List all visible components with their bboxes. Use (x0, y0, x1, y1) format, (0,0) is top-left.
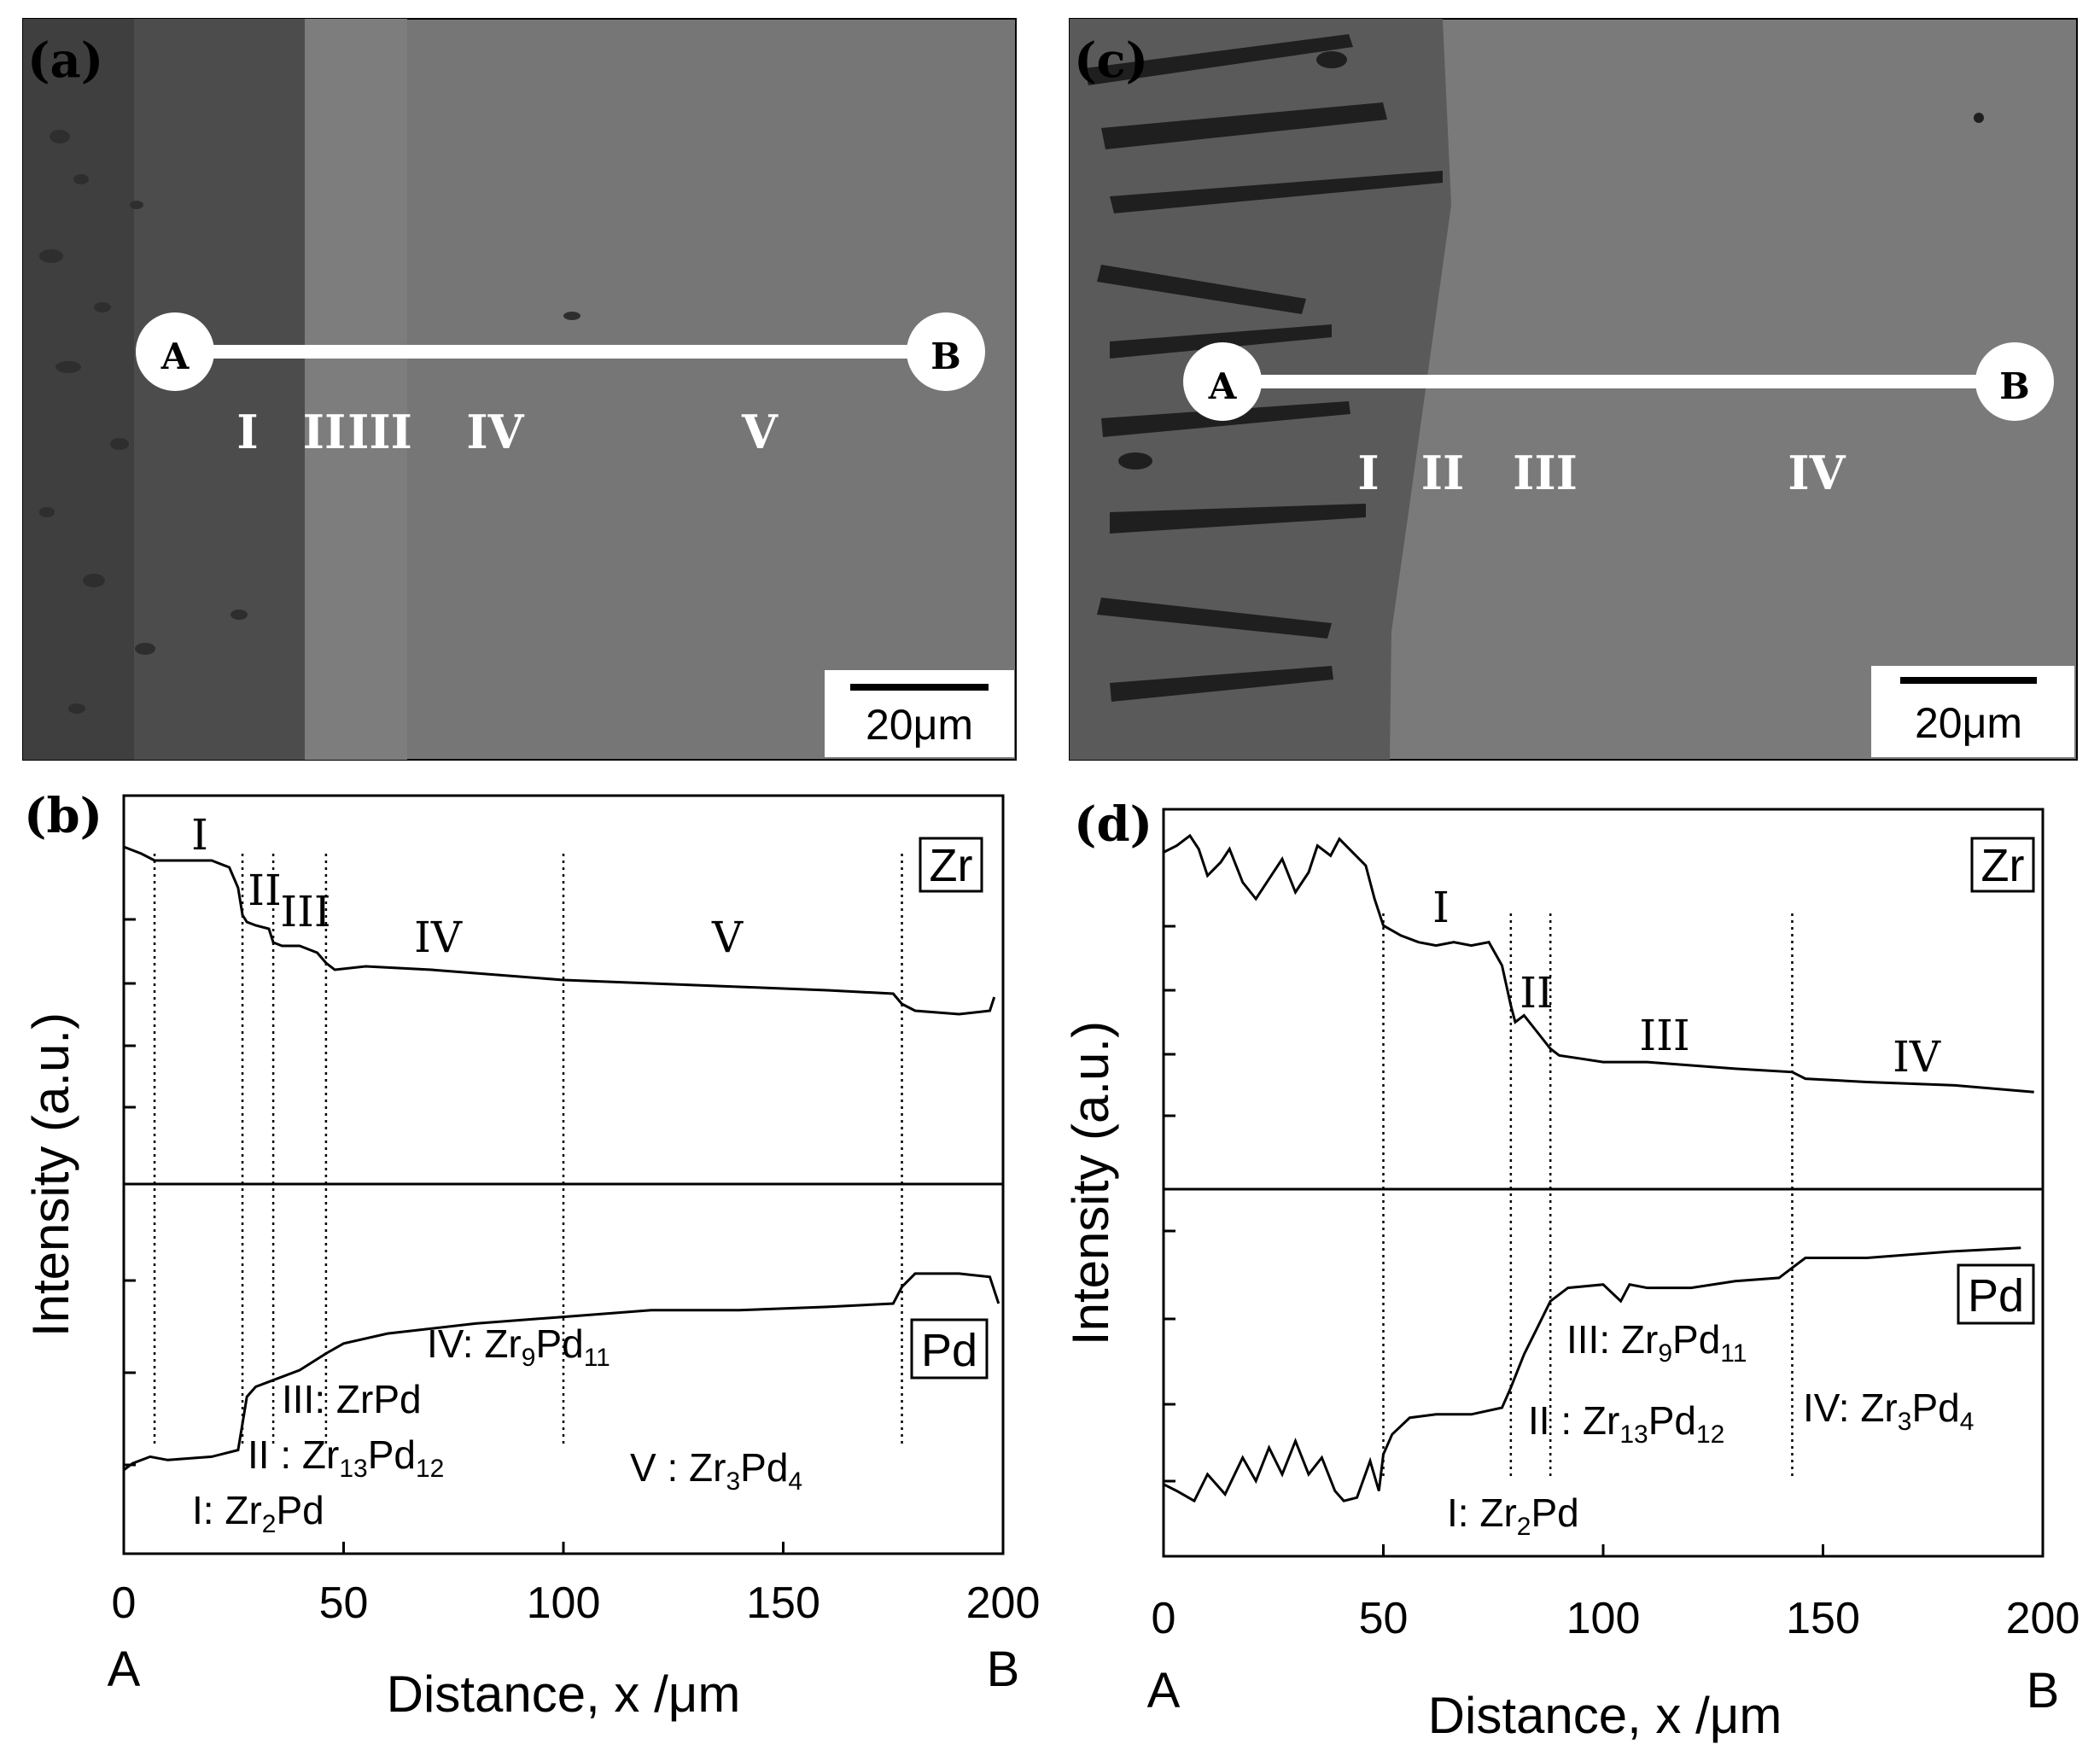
panel-d-region-1: I (1432, 883, 1450, 932)
panel-d-phase-legend-4: I: Zr2Pd (1447, 1491, 1579, 1541)
panel-b-region-4: IV (414, 913, 463, 962)
panel-a-tag: (a) (27, 32, 103, 89)
panel-d-pd-legend-label: Pd (1968, 1270, 2024, 1321)
panel-d-pd-legend-box (1957, 1263, 2035, 1325)
x-tick-label: 50 (319, 1578, 369, 1628)
panel-b-zr-series-line (123, 845, 996, 1016)
x-tick-label: 50 (1359, 1594, 1409, 1643)
panel-c-point-a-label: A (1208, 365, 1238, 407)
panel-d-zr-series-line (1163, 833, 2034, 1094)
panel-b-x-axis-label: Distance, x /μm (387, 1666, 741, 1723)
panel-c-region-2: II (1421, 446, 1465, 500)
panel-d-phase-legend-2: II : Zr13Pd12 (1528, 1398, 1724, 1449)
panel-b-region-3: III (280, 887, 330, 936)
panel-a-micrograph: (a) A B I II III IV V 20μm (22, 18, 1017, 761)
panel-a-point-a-marker (136, 312, 214, 391)
panel-d-zr-legend-label: Zr (1981, 840, 2025, 891)
panel-c-scale-label: 20μm (1915, 699, 2022, 747)
panel-c-point-b-marker (1975, 342, 2054, 421)
panel-b-region-5: V (711, 913, 744, 962)
panel-c-micrograph: (c) A B I II III IV 20μm (1069, 18, 2078, 761)
panel-c-tag: (c) (1074, 32, 1148, 89)
panel-d-zr-frame (1162, 808, 2045, 1191)
panel-b-x-start-label: A (108, 1642, 141, 1697)
panel-a-porous-zone (23, 19, 134, 760)
panel-d-region-3: III (1639, 1011, 1689, 1060)
panel-b-zr-legend-label: Zr (930, 840, 973, 891)
panel-a-region-4: IV (466, 405, 524, 459)
panel-d-phase-legend-3: IV: Zr3Pd4 (1803, 1386, 1974, 1436)
panel-b-chart: (b) 0 50 100 150 200 Zr Pd I II III IV V IV:… (22, 788, 1040, 1723)
panel-d-xticks: 0 50 100 150 200 (1152, 1544, 2080, 1643)
panel-c-region-1: I (1357, 446, 1379, 500)
panel-c-point-b-label: B (1999, 365, 2030, 407)
panel-d-pd-frame (1162, 1187, 2045, 1558)
panel-d-phase-boundaries (1382, 913, 1794, 1479)
panel-a-region-2: II (303, 405, 347, 459)
panel-b-phase-legend-5: I: Zr2Pd (192, 1488, 324, 1538)
panel-b-zr-legend-box (919, 837, 983, 893)
panel-c-region-3: III (1513, 446, 1578, 500)
panel-d-zr-yticks (1164, 925, 1175, 1117)
panel-d-pd-yticks (1164, 1229, 1175, 1483)
panel-d-chart: (d) 0 50 100 150 200 Zr Pd I II III IV III: … (1062, 796, 2080, 1744)
panel-c-region-4: IV (1788, 446, 1846, 500)
panel-b-phase-legend-3: II : Zr13Pd12 (248, 1432, 444, 1483)
panel-b-x-end-label: B (987, 1642, 1020, 1697)
panel-b-phase-legend-2: III: ZrPd (282, 1377, 422, 1421)
x-tick-label: 150 (1786, 1594, 1860, 1643)
panel-d-zr-legend-box (1970, 837, 2035, 893)
panel-d-tag: (d) (1074, 796, 1152, 853)
x-tick-label: 150 (746, 1578, 820, 1628)
panel-b-pd-legend-label: Pd (921, 1325, 977, 1376)
panel-b-tag: (b) (24, 788, 102, 844)
panel-b-pd-yticks (124, 1279, 136, 1467)
panel-a-region-3: III (347, 405, 412, 459)
x-tick-label: 100 (1566, 1594, 1641, 1643)
x-tick-label: 0 (112, 1578, 137, 1628)
panel-a-point-a-label: A (160, 335, 190, 377)
x-tick-label: 0 (1152, 1594, 1176, 1643)
panel-a-region-5: V (741, 405, 779, 459)
panel-d-region-4: IV (1893, 1032, 1941, 1082)
panel-a-region-1: I (236, 405, 258, 459)
x-tick-label: 200 (966, 1578, 1041, 1628)
panel-b-region-2: II (248, 866, 282, 915)
panel-b-y-axis-label: Intensity (a.u.) (22, 1012, 79, 1337)
panel-b-xticks: 0 50 100 150 200 (112, 1542, 1041, 1628)
panel-d-x-axis-label: Distance, x /μm (1428, 1687, 1782, 1744)
panel-c-point-a-marker (1183, 342, 1262, 421)
panel-d-x-start-label: A (1147, 1663, 1181, 1718)
panel-a-point-b-label: B (930, 335, 961, 377)
panel-d-region-2: II (1520, 968, 1554, 1018)
panel-b-zr-yticks (124, 918, 136, 1109)
panel-c-dendrites (1084, 34, 1984, 702)
x-tick-label: 100 (527, 1578, 601, 1628)
panel-b-phase-legend-4: V : Zr3Pd4 (630, 1445, 802, 1496)
x-tick-label: 200 (2006, 1594, 2080, 1643)
panel-a-bright-band (305, 19, 407, 760)
panel-d-y-axis-label: Intensity (a.u.) (1062, 1021, 1119, 1345)
panel-d-phase-legend-1: III: Zr9Pd11 (1566, 1317, 1747, 1368)
panel-b-pd-legend-box (910, 1318, 989, 1380)
panel-b-phase-legend-1: IV: Zr9Pd11 (427, 1321, 610, 1372)
panel-d-pd-series-line (1163, 1246, 2021, 1503)
panel-b-region-1: I (191, 810, 208, 860)
panel-a-point-b-marker (907, 312, 985, 391)
panel-b-pd-series-line (123, 1272, 1000, 1472)
panel-d-x-end-label: B (2027, 1663, 2060, 1718)
panel-a-scale-label: 20μm (866, 701, 973, 749)
panel-a-pores (39, 130, 580, 714)
